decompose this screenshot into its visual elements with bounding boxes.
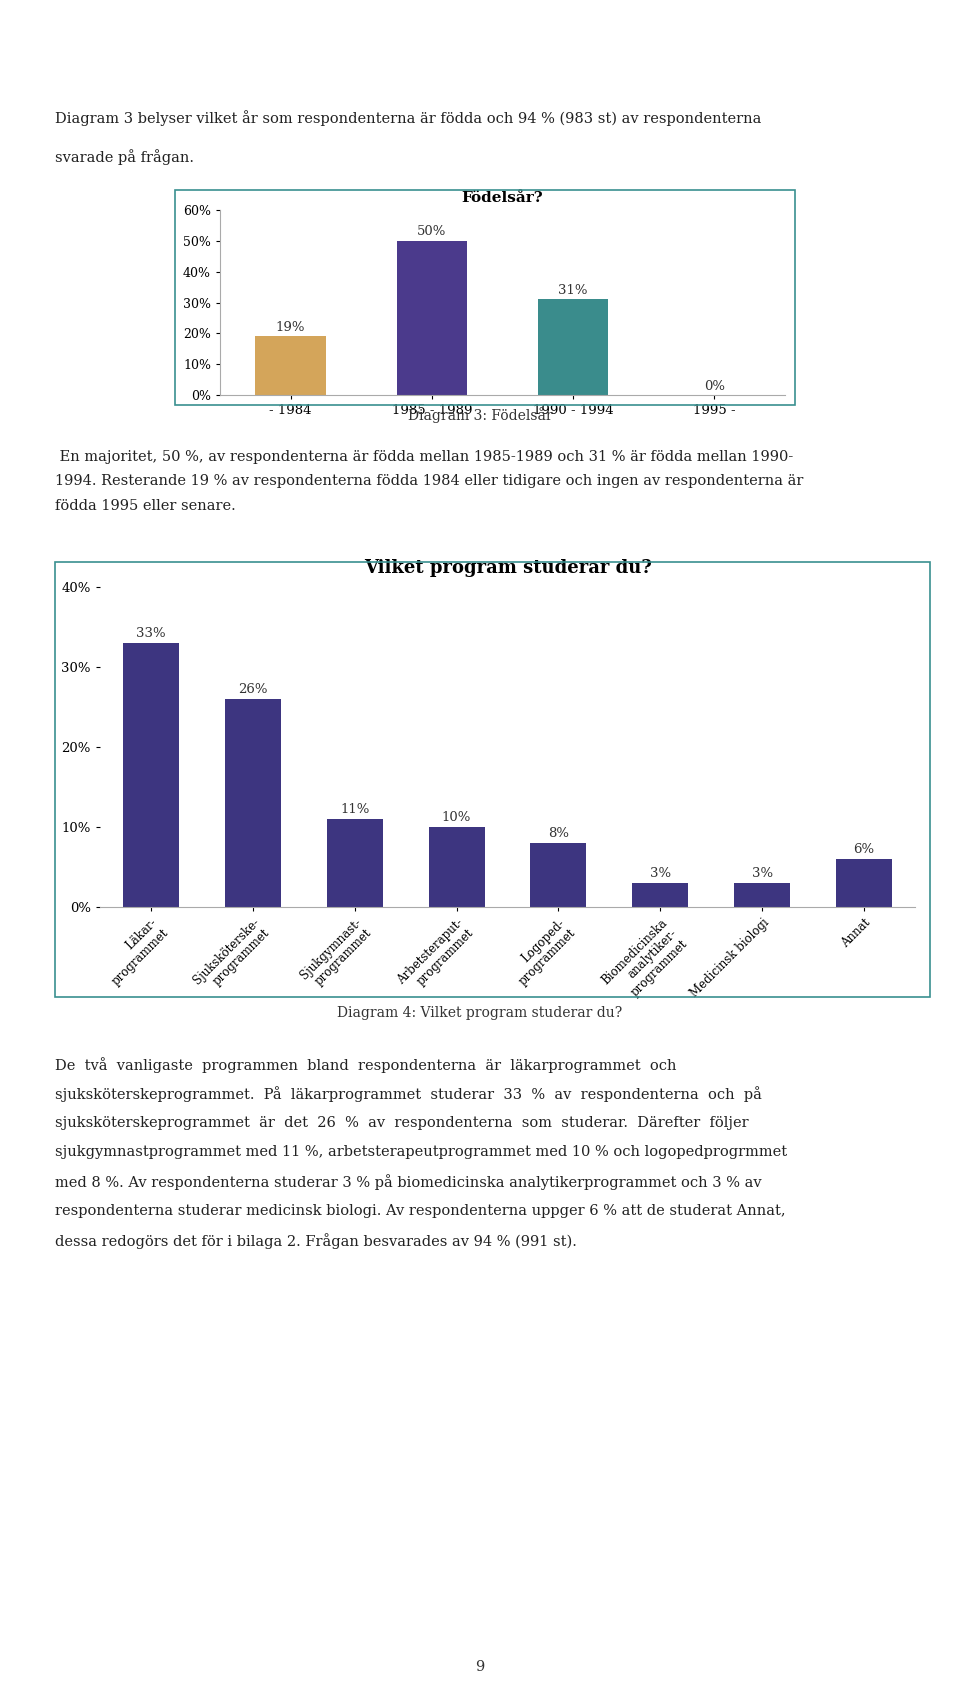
Bar <box>734 883 790 907</box>
Text: svarade på frågan.: svarade på frågan. <box>55 150 194 165</box>
Text: 33%: 33% <box>136 626 166 640</box>
Text: 3%: 3% <box>650 866 671 880</box>
Text: 3%: 3% <box>752 866 773 880</box>
Bar <box>633 883 688 907</box>
Text: dessa redogörs det för i bilaga 2. Frågan besvarades av 94 % (991 st).: dessa redogörs det för i bilaga 2. Fråga… <box>55 1232 577 1249</box>
Text: respondenterna studerar medicinsk biologi. Av respondenterna uppger 6 % att de s: respondenterna studerar medicinsk biolog… <box>55 1203 785 1217</box>
Text: 11%: 11% <box>340 803 370 815</box>
Title: Födelsår?: Födelsår? <box>462 191 543 204</box>
Text: 8%: 8% <box>548 827 569 839</box>
Text: Diagram 3: Födelsår: Diagram 3: Födelsår <box>408 407 552 424</box>
Text: sjukgymnastprogrammet med 11 %, arbetsterapeutprogrammet med 10 % och logopedpro: sjukgymnastprogrammet med 11 %, arbetste… <box>55 1145 787 1159</box>
Text: 31%: 31% <box>559 284 588 296</box>
Text: 10%: 10% <box>442 810 471 824</box>
Text: med 8 %. Av respondenterna studerar 3 % på biomedicinska analytikerprogrammet oc: med 8 %. Av respondenterna studerar 3 % … <box>55 1174 761 1190</box>
Text: En majoritet, 50 %, av respondenterna är födda mellan 1985-1989 och 31 % är född: En majoritet, 50 %, av respondenterna är… <box>55 449 793 465</box>
Text: sjuksköterskeprogrammet.  På  läkarprogrammet  studerar  33  %  av  respondenter: sjuksköterskeprogrammet. På läkarprogram… <box>55 1086 762 1103</box>
Bar <box>428 827 485 907</box>
Text: 1994. Resterande 19 % av respondenterna födda 1984 eller tidigare och ingen av r: 1994. Resterande 19 % av respondenterna … <box>55 475 804 488</box>
Text: De  två  vanligaste  programmen  bland  respondenterna  är  läkarprogrammet  och: De två vanligaste programmen bland respo… <box>55 1057 677 1072</box>
Title: Vilket program studerar du?: Vilket program studerar du? <box>364 560 652 577</box>
Text: skill': skill' <box>34 39 75 53</box>
Text: 6%: 6% <box>853 842 875 856</box>
Text: 50%: 50% <box>418 225 446 238</box>
Bar <box>255 337 326 395</box>
Bar <box>538 300 609 395</box>
Text: 26%: 26% <box>238 683 268 696</box>
Text: 0%: 0% <box>704 380 725 393</box>
Text: Diagram 3 belyser vilket år som respondenterna är födda och 94 % (983 st) av res: Diagram 3 belyser vilket år som responde… <box>55 111 761 126</box>
Text: 19%: 19% <box>276 322 305 334</box>
Text: sjuksköterskeprogrammet  är  det  26  %  av  respondenterna  som  studerar.  Där: sjuksköterskeprogrammet är det 26 % av r… <box>55 1117 749 1130</box>
Text: födda 1995 eller senare.: födda 1995 eller senare. <box>55 499 236 512</box>
Bar <box>396 242 468 395</box>
Text: 9: 9 <box>475 1659 485 1675</box>
Bar <box>123 643 179 907</box>
Bar <box>836 860 892 907</box>
Bar <box>225 700 281 907</box>
Bar <box>531 842 587 907</box>
Bar <box>326 819 383 907</box>
Text: Diagram 4: Vilket program studerar du?: Diagram 4: Vilket program studerar du? <box>337 1006 623 1019</box>
